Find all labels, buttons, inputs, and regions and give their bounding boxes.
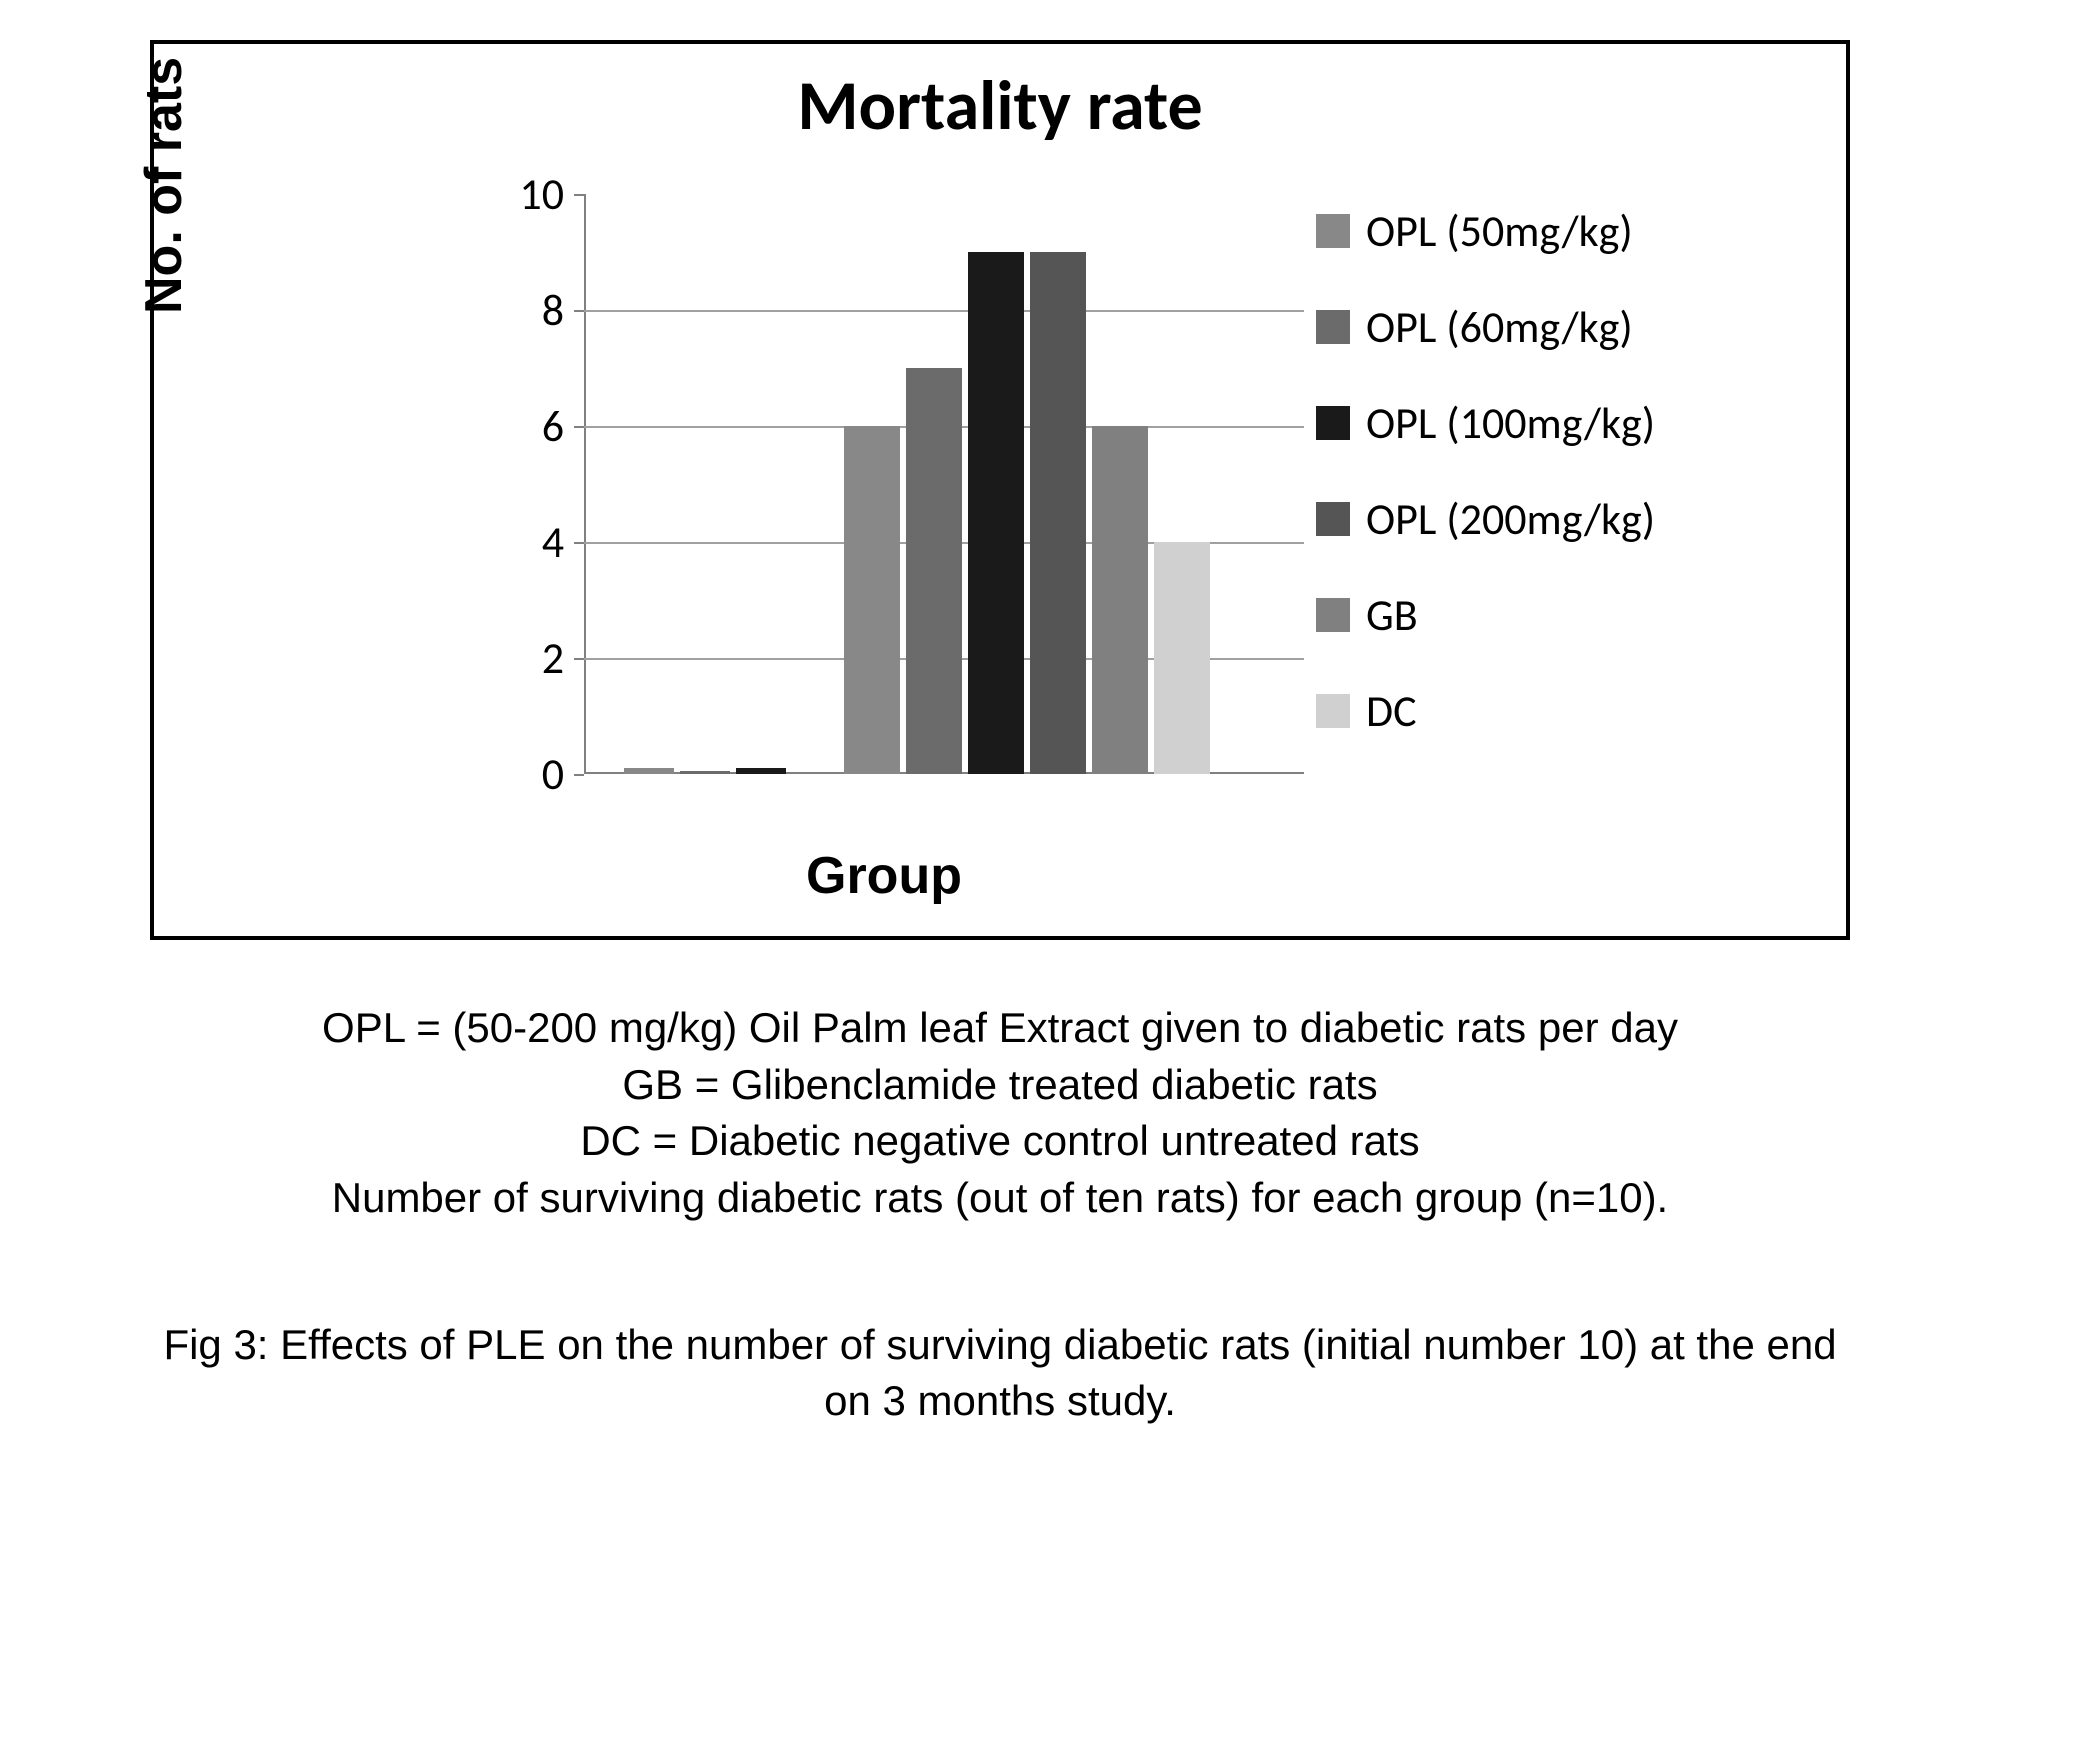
note-line: DC = Diabetic negative control untreated… — [150, 1113, 1850, 1170]
chart-notes: OPL = (50-200 mg/kg) Oil Palm leaf Extra… — [150, 1000, 1850, 1227]
figure-container: Mortality rate No. of rats 0246810 Group… — [150, 40, 1950, 1430]
y-tick-label: 8 — [542, 283, 564, 337]
y-tick-mark — [574, 426, 584, 428]
plot-area: 0246810 — [584, 194, 1304, 774]
y-tick-label: 0 — [542, 747, 564, 801]
bar — [624, 768, 674, 774]
bar — [736, 768, 786, 774]
y-tick-label: 6 — [542, 399, 564, 453]
note-line: Number of surviving diabetic rats (out o… — [150, 1170, 1850, 1227]
bar — [680, 771, 730, 774]
legend: OPL (50mg/kg) OPL (60mg/kg) OPL (100mg/kg)… — [1316, 204, 1796, 780]
y-tick-label: 2 — [542, 631, 564, 685]
legend-label: OPL (100mg/kg) — [1366, 396, 1655, 450]
legend-label: OPL (200mg/kg) — [1366, 492, 1655, 546]
bar — [844, 426, 900, 774]
y-axis-label: No. of rats — [134, 57, 194, 314]
y-tick-mark — [574, 310, 584, 312]
bar — [1154, 542, 1210, 774]
y-tick-mark — [574, 658, 584, 660]
legend-swatch — [1316, 694, 1350, 728]
y-tick-mark — [574, 194, 584, 196]
note-line: OPL = (50-200 mg/kg) Oil Palm leaf Extra… — [150, 1000, 1850, 1057]
legend-item: OPL (50mg/kg) — [1316, 204, 1796, 258]
bar — [1092, 426, 1148, 774]
legend-swatch — [1316, 598, 1350, 632]
legend-label: OPL (60mg/kg) — [1366, 300, 1633, 354]
legend-item: OPL (100mg/kg) — [1316, 396, 1796, 450]
legend-swatch — [1316, 214, 1350, 248]
legend-item: GB — [1316, 588, 1796, 642]
legend-item: OPL (200mg/kg) — [1316, 492, 1796, 546]
legend-label: GB — [1366, 588, 1418, 642]
chart-frame: Mortality rate No. of rats 0246810 Group… — [150, 40, 1850, 940]
legend-swatch — [1316, 406, 1350, 440]
legend-item: OPL (60mg/kg) — [1316, 300, 1796, 354]
chart-title: Mortality rate — [154, 62, 1846, 148]
bar — [1030, 252, 1086, 774]
y-tick-label: 10 — [519, 167, 564, 221]
note-line: GB = Glibenclamide treated diabetic rats — [150, 1057, 1850, 1114]
x-axis-label: Group — [584, 846, 1184, 906]
y-tick-mark — [574, 774, 584, 776]
legend-label: DC — [1366, 684, 1417, 738]
legend-item: DC — [1316, 684, 1796, 738]
figure-caption: Fig 3: Effects of PLE on the number of s… — [150, 1317, 1850, 1430]
y-tick-label: 4 — [542, 515, 564, 569]
bar — [906, 368, 962, 774]
bar — [968, 252, 1024, 774]
y-tick-mark — [574, 542, 584, 544]
bars-container — [584, 194, 1304, 774]
legend-label: OPL (50mg/kg) — [1366, 204, 1633, 258]
legend-swatch — [1316, 310, 1350, 344]
legend-swatch — [1316, 502, 1350, 536]
